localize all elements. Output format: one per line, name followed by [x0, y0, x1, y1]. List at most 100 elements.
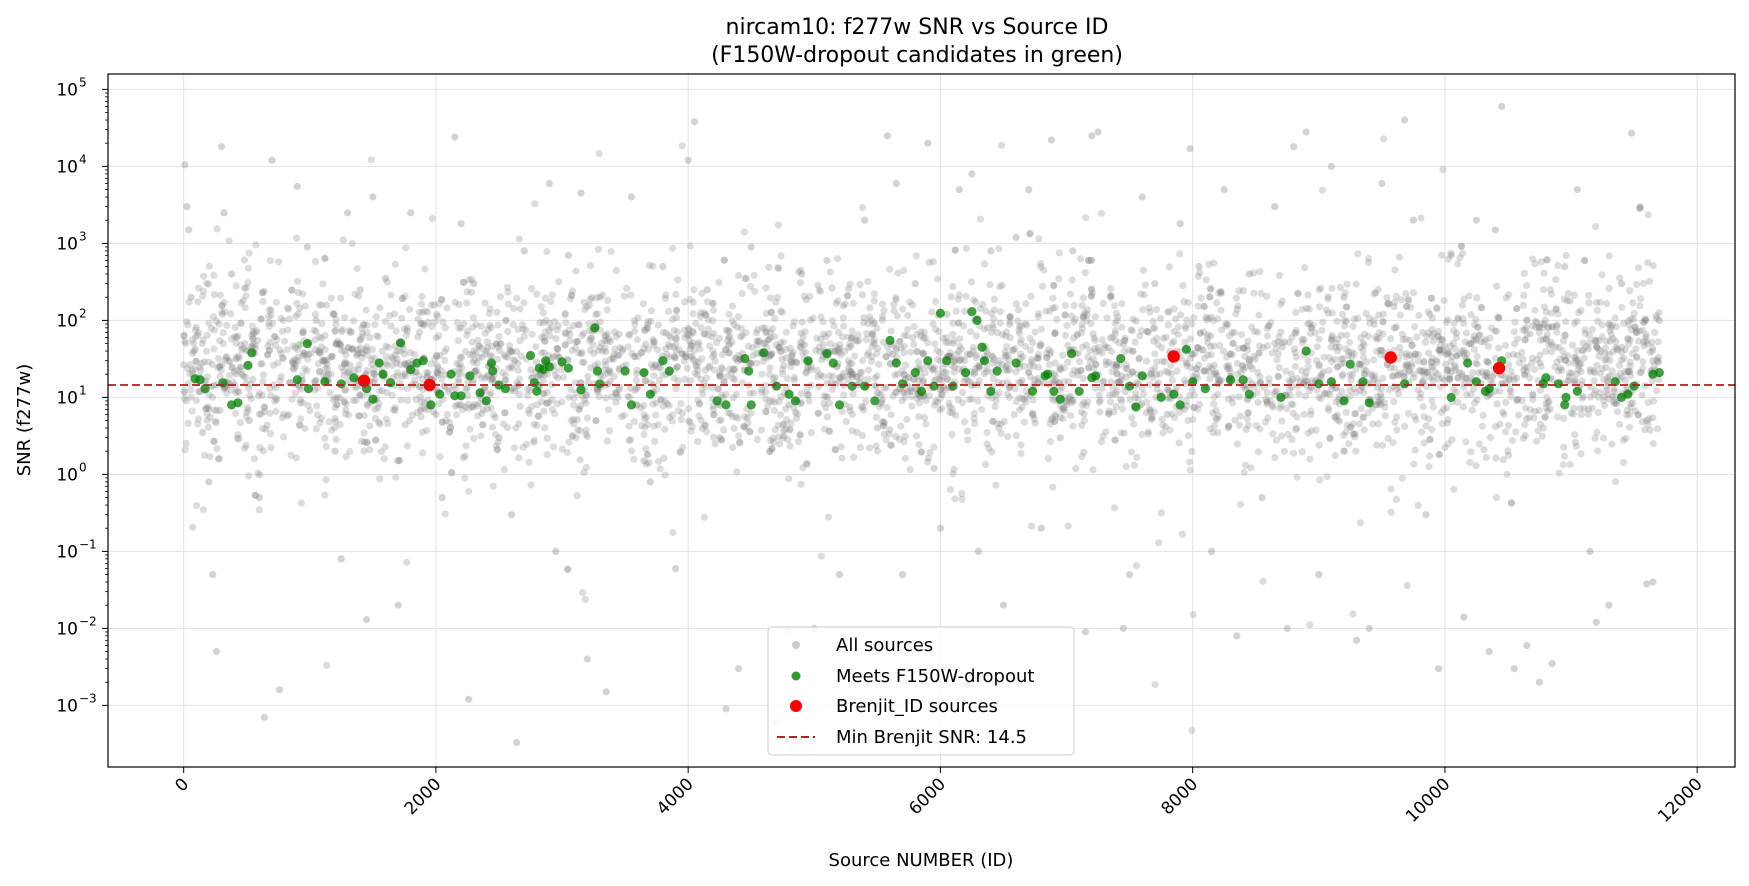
background-point [1145, 304, 1153, 312]
background-point [1577, 306, 1585, 315]
dropout-point [1623, 389, 1633, 399]
dropout-point [475, 388, 485, 398]
background-point [956, 342, 964, 350]
background-point [371, 415, 380, 423]
background-point [900, 266, 908, 275]
background-point [993, 329, 1002, 337]
background-point [381, 317, 389, 326]
background-point [1051, 304, 1059, 312]
background-point [938, 404, 946, 412]
all-sources-point [1472, 216, 1480, 224]
background-point [823, 413, 832, 421]
background-point [980, 370, 989, 378]
background-point [856, 280, 864, 289]
background-point [1513, 305, 1521, 313]
background-point [1298, 305, 1306, 313]
background-point [732, 390, 741, 398]
background-point [1417, 390, 1425, 398]
background-point [879, 418, 888, 426]
background-point [962, 244, 970, 252]
background-point [972, 332, 980, 340]
background-point [736, 439, 744, 447]
all-sources-point [1485, 648, 1493, 656]
background-point [1239, 287, 1247, 295]
background-point [1484, 342, 1493, 351]
all-sources-point [1643, 417, 1651, 425]
background-point [777, 339, 785, 347]
background-point [1484, 358, 1492, 366]
background-point [1263, 389, 1271, 397]
background-point [1488, 324, 1496, 332]
background-point [685, 326, 693, 334]
background-point [728, 302, 737, 310]
background-point [1014, 306, 1023, 314]
background-point [192, 326, 200, 334]
background-point [206, 453, 214, 461]
background-point [204, 423, 212, 431]
background-point [779, 365, 787, 373]
background-point [623, 284, 631, 292]
background-point [872, 413, 880, 421]
background-point [1543, 336, 1551, 344]
background-point [897, 422, 905, 430]
background-point [929, 258, 937, 266]
background-point [1289, 449, 1298, 457]
background-point [473, 359, 481, 367]
background-point [182, 439, 190, 447]
background-point [1507, 499, 1516, 507]
background-point [785, 475, 793, 483]
background-point [519, 321, 527, 329]
background-point [913, 348, 921, 356]
all-sources-point [233, 333, 241, 342]
dropout-point [1225, 375, 1236, 385]
all-sources-point [187, 293, 195, 301]
background-point [753, 325, 762, 334]
background-point [1454, 398, 1462, 406]
background-point [548, 291, 556, 299]
background-point [606, 368, 614, 376]
background-point [898, 397, 906, 405]
background-point [863, 330, 871, 338]
background-point [1034, 313, 1042, 321]
background-point [1114, 378, 1122, 386]
background-point [1414, 386, 1422, 394]
background-point [672, 306, 681, 314]
background-point [467, 288, 476, 296]
background-point [1451, 363, 1460, 371]
background-point [1586, 331, 1594, 339]
background-point [1031, 328, 1039, 336]
background-point [1493, 327, 1501, 335]
background-point [1625, 423, 1634, 431]
background-point [1317, 284, 1325, 292]
background-point [395, 456, 403, 464]
background-point [418, 293, 426, 301]
background-point [700, 513, 709, 521]
all-sources-point [1290, 143, 1298, 151]
background-point [932, 298, 940, 306]
background-point [766, 397, 774, 405]
background-point [213, 406, 221, 414]
background-point [248, 322, 256, 330]
background-point [856, 443, 864, 452]
background-point [584, 372, 592, 380]
background-point [1455, 368, 1463, 377]
background-point [266, 257, 274, 265]
background-point [1111, 302, 1119, 310]
all-sources-point [520, 247, 528, 255]
background-point [278, 414, 287, 422]
background-point [820, 399, 828, 407]
background-point [864, 319, 872, 328]
background-point [870, 340, 879, 348]
background-point [1265, 380, 1273, 388]
background-point [455, 364, 463, 372]
background-point [1509, 372, 1517, 381]
background-point [1009, 346, 1017, 354]
background-point [371, 321, 379, 329]
background-point [1142, 409, 1150, 417]
background-point [1068, 397, 1076, 405]
background-point [1467, 340, 1475, 348]
background-point [1113, 317, 1121, 325]
background-point [609, 354, 617, 362]
background-point [1003, 361, 1011, 369]
brenjit-point [1492, 361, 1506, 375]
